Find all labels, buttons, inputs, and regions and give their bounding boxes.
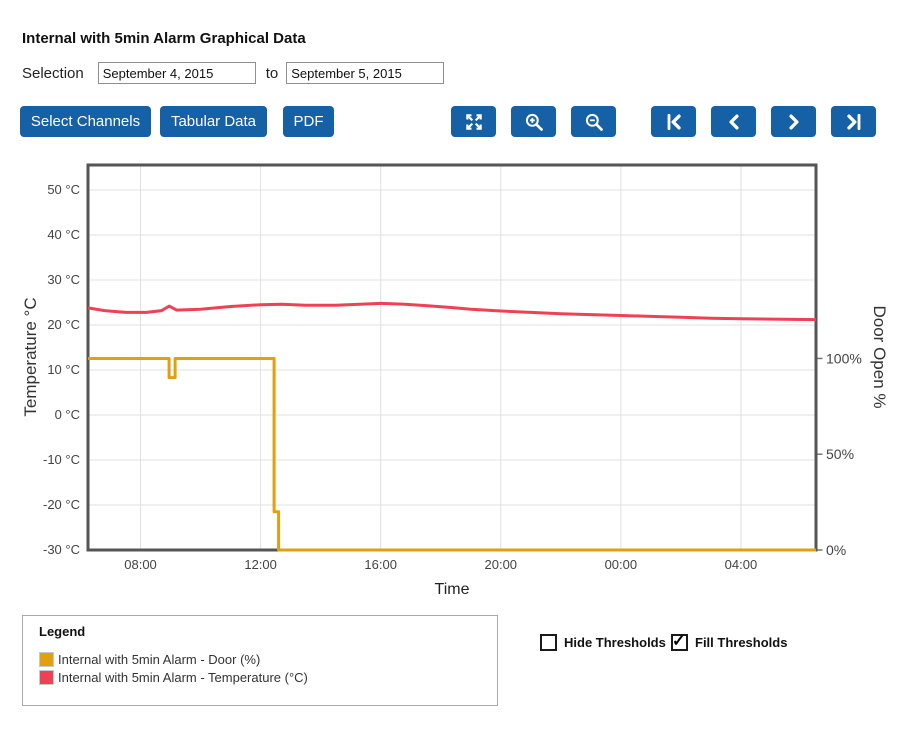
y-left-tick-label: 50 °C bbox=[47, 182, 80, 197]
selection-label: Selection bbox=[22, 64, 84, 82]
previous-button[interactable] bbox=[711, 106, 756, 137]
y-left-tick-label: -30 °C bbox=[43, 542, 80, 557]
door-series-line bbox=[88, 357, 816, 552]
y-left-axis-title: Temperature °C bbox=[21, 297, 40, 416]
y-right-axis-title: Door Open % bbox=[870, 306, 889, 409]
zoom-in-icon bbox=[524, 112, 544, 132]
door-series-swatch bbox=[39, 652, 54, 667]
date-to-input[interactable] bbox=[286, 62, 445, 84]
x-tick-label: 16:00 bbox=[364, 557, 397, 572]
next-button[interactable] bbox=[771, 106, 816, 137]
x-tick-label: 00:00 bbox=[605, 557, 638, 572]
first-page-icon bbox=[664, 112, 684, 132]
legend-box: Legend Internal with 5min Alarm - Door (… bbox=[22, 615, 498, 706]
legend-item-label: Internal with 5min Alarm - Temperature (… bbox=[58, 670, 308, 685]
x-tick-label: 20:00 bbox=[485, 557, 518, 572]
y-left-tick-label: 20 °C bbox=[47, 317, 80, 332]
x-tick-label: 04:00 bbox=[725, 557, 758, 572]
checkmark-icon: ✓ bbox=[672, 633, 686, 650]
y-right-tick-label: 50% bbox=[826, 446, 854, 462]
zoom-out-button[interactable] bbox=[571, 106, 616, 137]
date-selection-row: Selection to bbox=[22, 62, 445, 84]
pdf-button[interactable]: PDF bbox=[283, 106, 334, 137]
zoom-in-button[interactable] bbox=[511, 106, 556, 137]
x-tick-label: 08:00 bbox=[124, 557, 157, 572]
last-page-button[interactable] bbox=[831, 106, 876, 137]
first-page-button[interactable] bbox=[651, 106, 696, 137]
chart: 08:00 12:00 16:00 20:00 00:00 04:00 50 °C 40 °C… bbox=[21, 163, 889, 598]
chart-tick-labels: 08:00 12:00 16:00 20:00 00:00 04:00 50 °C 40 °C… bbox=[43, 182, 862, 572]
chart-gridlines bbox=[88, 165, 816, 551]
x-axis-title: Time bbox=[435, 581, 470, 598]
y-left-tick-label: 10 °C bbox=[47, 362, 80, 377]
temperature-series-swatch bbox=[39, 670, 54, 685]
chart-series bbox=[87, 301, 817, 552]
hide-thresholds-checkbox[interactable]: ✓ bbox=[540, 634, 557, 651]
y-right-tick-label: 0% bbox=[826, 542, 846, 558]
y-right-tick-label: 100% bbox=[826, 350, 862, 366]
y-left-tick-label: -20 °C bbox=[43, 497, 80, 512]
temperature-series-line bbox=[87, 301, 817, 322]
y-left-tick-label: 40 °C bbox=[47, 227, 80, 242]
hide-thresholds-label[interactable]: Hide Thresholds bbox=[564, 635, 666, 650]
legend-item-label: Internal with 5min Alarm - Door (%) bbox=[58, 652, 261, 667]
tabular-data-button[interactable]: Tabular Data bbox=[160, 106, 267, 137]
legend-title: Legend bbox=[39, 624, 86, 639]
date-from-input[interactable] bbox=[97, 62, 256, 84]
hide-thresholds-group: ✓ Hide Thresholds bbox=[540, 634, 666, 651]
next-icon bbox=[784, 112, 804, 132]
page-title: Internal with 5min Alarm Graphical Data bbox=[22, 30, 306, 47]
legend-item-temperature: Internal with 5min Alarm - Temperature (… bbox=[39, 670, 308, 685]
fill-thresholds-checkbox[interactable]: ✓ bbox=[671, 633, 688, 651]
y-left-tick-label: -10 °C bbox=[43, 452, 80, 467]
previous-icon bbox=[724, 112, 744, 132]
last-page-icon bbox=[844, 112, 864, 132]
to-label: to bbox=[265, 64, 279, 82]
select-channels-button[interactable]: Select Channels bbox=[20, 106, 151, 137]
y-left-tick-label: 30 °C bbox=[47, 272, 80, 287]
y-left-tick-label: 0 °C bbox=[55, 407, 80, 422]
expand-icon bbox=[464, 112, 484, 132]
fill-thresholds-group: ✓ Fill Thresholds bbox=[671, 633, 788, 651]
legend-item-door: Internal with 5min Alarm - Door (%) bbox=[39, 652, 260, 667]
x-tick-label: 12:00 bbox=[244, 557, 277, 572]
reset-zoom-button[interactable] bbox=[451, 106, 496, 137]
fill-thresholds-label[interactable]: Fill Thresholds bbox=[695, 635, 788, 650]
zoom-out-icon bbox=[584, 112, 604, 132]
